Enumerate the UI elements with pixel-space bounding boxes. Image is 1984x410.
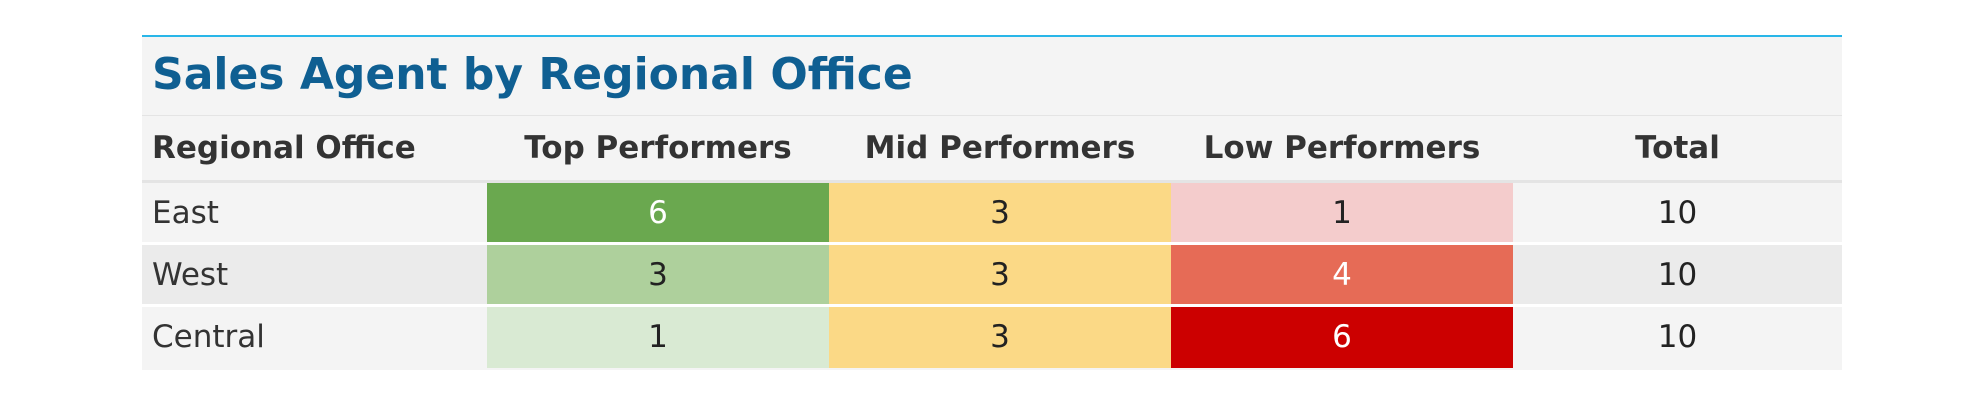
top-performers-cell: 1 — [487, 305, 829, 368]
mid-performers-cell: 3 — [829, 243, 1171, 307]
total-cell: 10 — [1513, 181, 1842, 245]
table-row-central: Central 1 3 6 10 — [142, 305, 1842, 368]
sales-agent-table-widget: Sales Agent by Regional Office Regional … — [142, 35, 1842, 370]
office-name-cell: East — [142, 181, 487, 245]
table-row-west: West 3 3 4 10 — [142, 243, 1842, 307]
column-header-top-performers: Top Performers — [487, 115, 829, 183]
total-cell: 10 — [1657, 319, 1698, 356]
low-performers-cell: 6 — [1171, 305, 1513, 368]
low-performers-cell: 4 — [1171, 243, 1513, 307]
total-cell: 10 — [1513, 243, 1842, 307]
column-header-total: Total — [1513, 115, 1842, 183]
mid-performers-cell: 3 — [829, 181, 1171, 245]
top-performers-cell: 3 — [487, 243, 829, 307]
office-name-cell: West — [142, 243, 487, 307]
mid-performers-cell: 3 — [829, 305, 1171, 368]
chart-title: Sales Agent by Regional Office — [152, 49, 913, 100]
header-row: Regional Office Top Performers Mid Perfo… — [142, 115, 1842, 183]
low-performers-cell: 1 — [1171, 181, 1513, 245]
column-header-regional-office: Regional Office — [142, 115, 487, 183]
table-row-east: East 6 3 1 10 — [142, 181, 1842, 245]
column-header-mid-performers: Mid Performers — [829, 115, 1171, 183]
top-performers-cell: 6 — [487, 181, 829, 245]
office-name-cell: Central — [152, 319, 265, 356]
column-header-low-performers: Low Performers — [1171, 115, 1513, 183]
performance-table: Regional Office Top Performers Mid Perfo… — [142, 115, 1842, 368]
